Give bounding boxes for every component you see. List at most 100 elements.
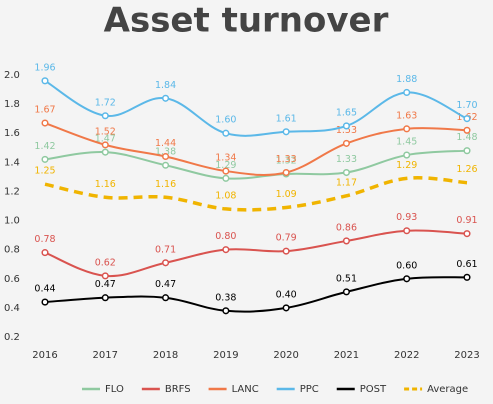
- y-tick-label: 0.4: [4, 303, 20, 314]
- data-label: 1.17: [336, 177, 357, 188]
- data-point: [282, 304, 290, 312]
- y-tick-label: 1.4: [4, 157, 20, 168]
- legend-label: POST: [360, 384, 387, 395]
- data-label: 0.93: [396, 212, 417, 223]
- y-tick-label: 1.2: [4, 186, 20, 197]
- series: 1.25 1.16 1.16 1.08 1.09 1.17 1.29 1.26: [34, 160, 478, 212]
- data-point: [282, 247, 290, 255]
- y-tick-label: 1.6: [4, 128, 20, 139]
- data-label: 1.09: [276, 189, 297, 200]
- data-label: 1.60: [215, 115, 236, 126]
- series: 1.421.471.381.29 1.32 1.331.45 1.48: [34, 132, 478, 182]
- x-tick-label: 2017: [93, 350, 118, 361]
- data-label: 1.33: [336, 154, 357, 165]
- data-point: [463, 147, 471, 155]
- data-label: 1.16: [155, 179, 176, 190]
- series-line: [44, 79, 468, 137]
- data-label: 0.78: [34, 234, 55, 245]
- data-point: [162, 259, 170, 267]
- data-label: 1.26: [456, 164, 477, 175]
- legend-item: BRFS: [141, 384, 191, 395]
- data-point: [282, 128, 290, 136]
- data-point: [101, 294, 109, 302]
- data-label: 1.84: [155, 80, 176, 91]
- data-point: [41, 249, 49, 257]
- data-point: [403, 88, 411, 97]
- data-label: 1.33: [276, 154, 297, 165]
- y-tick-label: 0.8: [4, 245, 20, 256]
- data-label: 1.63: [396, 110, 417, 121]
- data-point: [342, 168, 350, 177]
- data-label: 1.42: [34, 141, 55, 152]
- data-point: [162, 161, 170, 169]
- x-tick-label: 2016: [32, 350, 57, 361]
- data-label: 1.72: [95, 97, 116, 108]
- data-label: 0.38: [215, 292, 236, 303]
- data-point: [222, 129, 230, 137]
- data-point: [41, 77, 49, 85]
- data-point: [463, 230, 471, 238]
- data-label: 1.29: [215, 160, 236, 171]
- data-label: 0.51: [336, 273, 357, 284]
- y-tick-label: 2.0: [4, 70, 20, 81]
- data-point: [282, 168, 290, 177]
- data-label: 1.52: [95, 126, 116, 137]
- data-point: [101, 112, 109, 120]
- data-label: 1.47: [95, 134, 116, 145]
- data-label: 1.29: [396, 160, 417, 171]
- legend-item: POST: [336, 384, 387, 395]
- data-label: 1.67: [34, 105, 55, 116]
- series: 1.96 1.72 1.84 1.60 1.61 1.65 1.88 1.70: [34, 62, 478, 137]
- data-point: [222, 307, 230, 315]
- data-label: 1.53: [336, 125, 357, 136]
- data-point: [162, 94, 170, 102]
- data-label: 1.25: [34, 166, 55, 177]
- data-point: [463, 273, 471, 281]
- legend-label: FLO: [105, 384, 124, 395]
- data-point: [41, 155, 49, 163]
- y-tick-label: 1.8: [4, 99, 20, 110]
- legend-label: PPC: [300, 384, 319, 395]
- legend-label: LANC: [232, 384, 259, 395]
- legend: FLO BRFS LANC PPC POST Average: [82, 384, 468, 395]
- data-label: 0.44: [34, 284, 55, 295]
- data-label: 0.62: [95, 257, 116, 268]
- data-label: 1.61: [276, 113, 297, 124]
- data-point: [222, 174, 230, 182]
- data-point: [101, 148, 109, 156]
- legend-label: BRFS: [165, 384, 191, 395]
- data-label: 0.60: [396, 260, 417, 271]
- y-tick-label: 1.0: [4, 216, 20, 227]
- data-point: [222, 167, 230, 175]
- y-tick-label: 0.2: [4, 332, 20, 343]
- average-line: [44, 176, 468, 212]
- series-line: [44, 276, 468, 313]
- x-tick-label: 2021: [334, 350, 359, 361]
- data-label: 0.40: [276, 289, 297, 300]
- data-label: 1.44: [155, 138, 176, 149]
- legend-item: PPC: [276, 384, 319, 395]
- legend-item: Average: [404, 384, 468, 395]
- series-line: [44, 149, 468, 180]
- data-label: 1.45: [396, 137, 417, 148]
- data-label: 1.96: [34, 62, 55, 73]
- data-label: 1.34: [215, 153, 236, 164]
- legend-item: FLO: [82, 384, 124, 395]
- data-point: [41, 298, 49, 306]
- data-point: [101, 272, 109, 280]
- data-point: [162, 152, 170, 161]
- data-point: [222, 246, 230, 254]
- data-label: 1.70: [456, 100, 477, 111]
- data-label: 0.71: [155, 244, 176, 255]
- series: 0.78 0.62 0.71 0.80 0.79 0.86 0.93 0.91: [34, 212, 478, 280]
- data-point: [342, 122, 350, 130]
- data-label: 0.80: [215, 231, 236, 242]
- data-point: [342, 139, 350, 147]
- x-tick-label: 2019: [213, 350, 238, 361]
- data-label: 0.61: [456, 259, 477, 270]
- series: 0.44 0.47 0.47 0.38 0.40 0.51 0.60 0.61: [34, 259, 478, 315]
- x-tick-label: 2020: [273, 350, 298, 361]
- data-label: 0.91: [456, 215, 477, 226]
- data-point: [403, 227, 411, 235]
